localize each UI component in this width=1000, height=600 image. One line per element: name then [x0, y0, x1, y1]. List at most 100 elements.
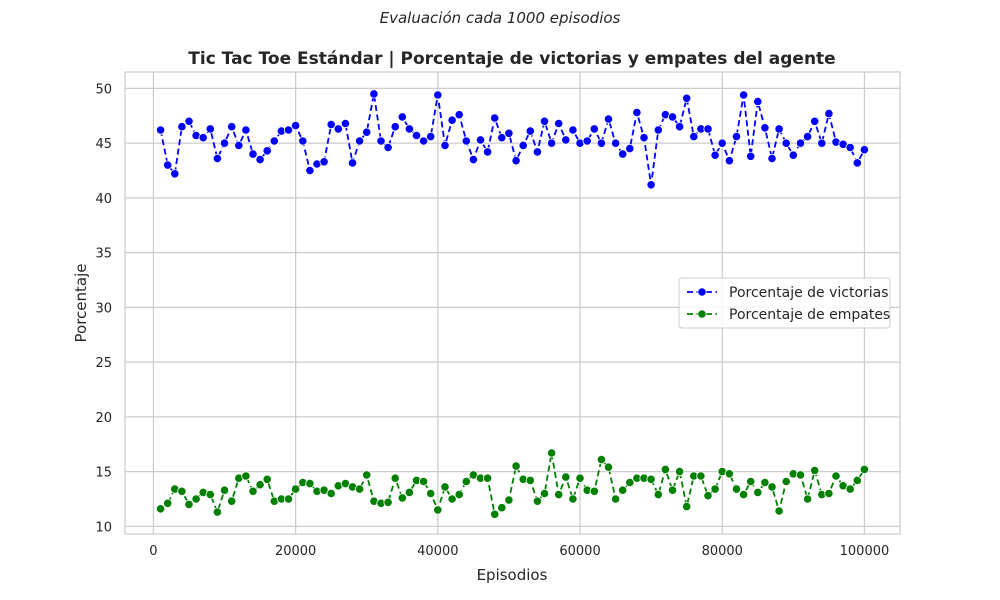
data-point: [269, 136, 279, 146]
data-point: [461, 136, 471, 146]
data-point: [504, 128, 514, 138]
data-point: [447, 115, 457, 125]
y-tick-label: 25: [95, 356, 112, 371]
data-point: [632, 107, 642, 118]
data-point: [610, 494, 621, 504]
data-point: [248, 149, 258, 159]
data-point: [227, 496, 237, 506]
data-point: [532, 496, 543, 506]
y-tick-label: 45: [95, 137, 112, 152]
legend-marker-1: [697, 309, 707, 319]
data-point: [674, 466, 685, 477]
data-point: [767, 482, 777, 492]
data-point: [646, 180, 656, 190]
x-tick-label: 0: [149, 544, 157, 559]
data-point: [163, 498, 173, 508]
data-point: [376, 136, 386, 146]
data-point: [689, 132, 699, 142]
y-tick-label: 30: [95, 301, 112, 316]
legend-box: [678, 277, 891, 329]
data-point: [383, 142, 393, 153]
data-point: [561, 135, 571, 145]
data-point: [426, 132, 436, 142]
legend-label-0: Porcentaje de victorias: [729, 285, 889, 301]
data-point: [383, 497, 393, 507]
data-point: [163, 160, 173, 170]
data-point: [639, 133, 649, 143]
data-point: [554, 489, 564, 500]
data-point: [795, 138, 806, 148]
data-point: [746, 476, 756, 487]
data-point: [219, 138, 230, 148]
data-point: [788, 150, 798, 160]
data-point: [326, 119, 336, 130]
data-point: [710, 484, 720, 494]
data-point: [717, 138, 727, 148]
series-layer: [156, 89, 870, 519]
data-point: [255, 480, 265, 490]
data-point: [440, 140, 450, 150]
data-point: [418, 136, 429, 146]
data-point: [518, 140, 528, 150]
data-point: [404, 487, 414, 497]
data-point: [362, 470, 372, 480]
data-point: [362, 127, 372, 137]
data-point: [184, 499, 194, 509]
data-point: [539, 488, 550, 499]
data-point: [625, 144, 635, 154]
y-tick-label: 20: [95, 411, 112, 426]
data-point: [205, 124, 215, 134]
y-axis-label: Porcentaje: [72, 264, 90, 343]
series-line-0: [159, 93, 866, 185]
data-point: [774, 506, 784, 516]
data-point: [859, 464, 870, 474]
data-point: [397, 112, 407, 122]
data-point: [177, 122, 187, 132]
data-point: [603, 114, 614, 124]
data-point: [703, 491, 713, 501]
data-point: [255, 155, 265, 165]
data-point: [262, 474, 272, 484]
legend-marker-0: [697, 287, 707, 297]
data-point: [618, 485, 628, 495]
data-point: [589, 124, 599, 134]
data-point: [283, 125, 294, 135]
data-point: [290, 121, 301, 131]
data-point: [852, 475, 862, 485]
data-point: [262, 146, 272, 156]
data-point: [205, 489, 215, 500]
y-tick-label: 40: [95, 192, 112, 207]
data-point: [781, 138, 791, 148]
y-tick-label: 15: [95, 466, 112, 481]
data-point: [646, 474, 656, 484]
data-point: [539, 116, 550, 126]
data-point: [454, 110, 464, 120]
data-point: [667, 112, 678, 122]
y-tick-label: 10: [95, 520, 112, 535]
data-point: [525, 475, 535, 485]
data-point: [610, 138, 621, 148]
x-tick-labels: 0 20000 40000 60000 80000 100000: [149, 544, 889, 559]
data-point: [482, 473, 493, 483]
data-point: [568, 125, 578, 135]
data-point: [703, 124, 713, 134]
data-point: [795, 470, 806, 480]
data-point: [241, 125, 251, 135]
data-point: [724, 469, 735, 479]
data-point: [482, 147, 493, 157]
data-point: [511, 156, 521, 166]
data-point: [596, 454, 607, 465]
data-point: [710, 150, 720, 160]
data-point: [347, 158, 358, 168]
plot-frame: [124, 71, 901, 535]
data-point: [845, 142, 855, 153]
data-point: [724, 156, 735, 166]
data-point: [447, 494, 457, 504]
data-point: [305, 478, 315, 489]
data-point: [404, 124, 414, 134]
data-point: [433, 90, 443, 100]
data-point: [248, 486, 258, 496]
data-point: [852, 158, 862, 168]
x-axis-label: Episodios: [477, 566, 548, 584]
